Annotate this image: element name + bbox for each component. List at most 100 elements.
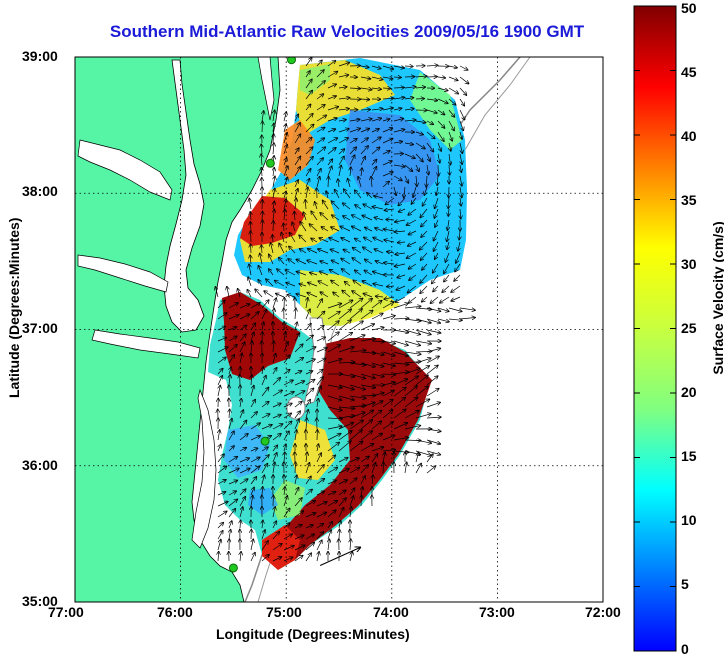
x-axis-label: Longitude (Degrees:Minutes) <box>216 626 410 642</box>
velocity-arrow <box>261 168 262 177</box>
velocity-arrow <box>382 65 393 69</box>
velocity-arrow <box>251 231 252 243</box>
velocity-arrow <box>360 410 373 419</box>
velocity-arrow <box>437 307 449 311</box>
velocity-arrow <box>299 284 307 286</box>
velocity-arrow <box>261 376 266 386</box>
velocity-arrow <box>338 109 349 110</box>
velocity-arrow <box>349 155 355 166</box>
velocity-arrow <box>273 341 274 353</box>
velocity-arrow <box>273 168 274 177</box>
velocity-arrow <box>449 164 450 175</box>
velocity-arrow <box>338 138 348 144</box>
velocity-arrow <box>415 329 431 335</box>
velocity-arrow <box>437 120 445 128</box>
velocity-arrow <box>272 424 283 430</box>
velocity-arrow <box>349 298 363 309</box>
velocity-arrow <box>327 501 337 507</box>
velocity-arrow <box>349 363 366 365</box>
velocity-arrow <box>240 520 241 529</box>
velocity-arrow <box>349 412 365 419</box>
velocity-arrow <box>261 447 268 452</box>
velocity-arrow <box>420 274 428 283</box>
velocity-arrow <box>327 321 339 331</box>
velocity-arrow <box>426 318 440 323</box>
velocity-arrow <box>251 375 252 386</box>
velocity-arrow <box>228 457 237 463</box>
velocity-arrow <box>276 294 285 298</box>
velocity-arrow <box>239 468 250 474</box>
velocity-arrow <box>305 476 311 485</box>
velocity-arrow <box>458 241 460 251</box>
velocity-arrow <box>217 523 223 529</box>
velocity-arrow <box>327 129 336 133</box>
velocity-arrow <box>327 468 338 474</box>
velocity-arrow <box>316 377 323 386</box>
velocity-arrow <box>294 545 305 551</box>
velocity-arrow <box>283 177 288 188</box>
velocity-arrow <box>273 462 275 474</box>
velocity-arrow <box>283 355 290 364</box>
velocity-arrow <box>327 345 340 353</box>
velocity-arrow <box>393 438 409 441</box>
velocity-arrow <box>360 146 368 155</box>
velocity-arrow <box>433 241 439 251</box>
velocity-arrow <box>327 480 336 485</box>
velocity-arrow <box>355 205 362 210</box>
velocity-arrow <box>338 395 354 400</box>
velocity-arrow <box>261 245 262 254</box>
velocity-arrow <box>342 269 351 276</box>
velocity-arrow <box>349 420 363 430</box>
velocity-arrow <box>393 379 408 386</box>
x-tick-label: 77:00 <box>48 604 84 620</box>
velocity-arrow <box>382 382 395 386</box>
velocity-arrow <box>255 289 263 298</box>
velocity-arrow <box>430 296 439 303</box>
velocity-arrow <box>433 230 439 241</box>
velocity-arrow <box>228 355 234 364</box>
velocity-arrow <box>393 66 404 68</box>
velocity-arrow <box>229 375 230 386</box>
velocity-arrow <box>459 318 475 320</box>
velocity-arrow <box>416 164 419 171</box>
velocity-arrow <box>426 389 439 397</box>
velocity-arrow <box>303 212 306 221</box>
velocity-arrow <box>300 249 307 254</box>
velocity-arrow <box>258 266 263 276</box>
velocity-arrow <box>382 151 390 155</box>
velocity-arrow <box>371 129 379 133</box>
velocity-arrow <box>283 523 290 529</box>
velocity-arrow <box>442 285 450 292</box>
velocity-arrow <box>394 264 406 266</box>
velocity-arrow <box>371 341 384 342</box>
y-tick-label: 38:00 <box>22 183 58 199</box>
velocity-arrow <box>283 508 290 518</box>
velocity-arrow <box>261 425 272 430</box>
velocity-arrow <box>299 235 307 243</box>
velocity-arrow <box>415 318 431 323</box>
velocity-arrow <box>308 283 318 287</box>
velocity-arrow <box>217 369 223 375</box>
velocity-arrow <box>422 296 428 302</box>
velocity-arrow <box>404 411 419 419</box>
velocity-arrow <box>228 491 236 496</box>
velocity-arrow <box>422 197 428 206</box>
velocity-arrow <box>327 359 342 364</box>
velocity-arrow <box>332 215 340 221</box>
velocity-arrow <box>398 242 406 243</box>
velocity-arrow <box>393 372 409 374</box>
velocity-arrow <box>393 175 402 181</box>
velocity-arrow <box>448 120 454 131</box>
velocity-arrow <box>393 351 408 356</box>
velocity-arrow <box>374 196 384 198</box>
velocity-arrow <box>272 445 277 452</box>
velocity-arrow <box>305 309 310 320</box>
velocity-arrow <box>283 421 292 430</box>
velocity-arrow <box>305 534 314 540</box>
velocity-arrow <box>272 521 276 529</box>
x-tick-label: 73:00 <box>479 604 515 620</box>
velocity-arrow <box>331 260 340 265</box>
velocity-arrow <box>285 270 296 276</box>
velocity-arrow <box>426 142 434 152</box>
velocity-arrow <box>277 269 285 276</box>
